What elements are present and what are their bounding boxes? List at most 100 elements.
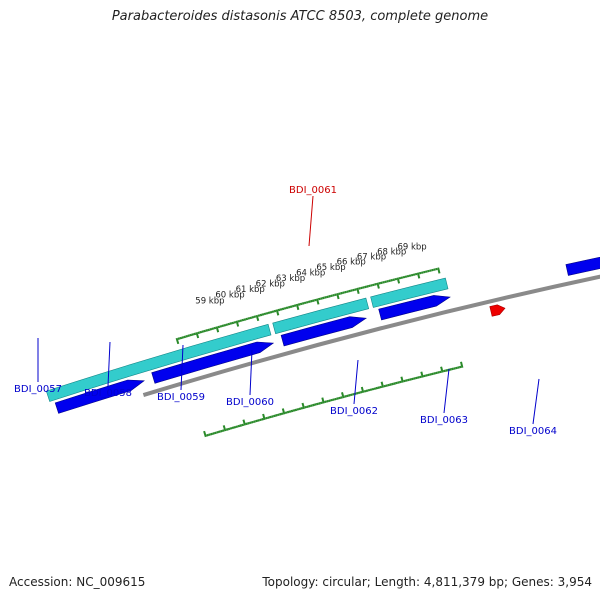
minor-tick bbox=[261, 313, 265, 316]
gene-label-bdi-0061[interactable]: BDI_0061 bbox=[289, 185, 337, 196]
minor-tick bbox=[351, 393, 355, 396]
minor-tick bbox=[417, 376, 420, 379]
major-tick bbox=[195, 332, 200, 339]
minor-tick bbox=[429, 269, 432, 272]
minor-tick bbox=[420, 271, 424, 274]
minor-tick bbox=[367, 388, 371, 392]
minor-tick bbox=[373, 387, 377, 390]
minor-tick bbox=[269, 415, 272, 419]
minor-tick bbox=[265, 416, 268, 420]
minor-tick bbox=[267, 416, 270, 419]
minor-tick bbox=[360, 286, 363, 290]
minor-tick bbox=[235, 425, 239, 428]
minor-tick bbox=[206, 433, 209, 437]
major-tick bbox=[416, 272, 421, 279]
minor-tick bbox=[374, 282, 377, 286]
minor-tick bbox=[413, 377, 416, 380]
minor-tick bbox=[201, 330, 205, 333]
minor-tick bbox=[259, 313, 263, 317]
minor-tick bbox=[217, 325, 221, 329]
minor-tick bbox=[379, 385, 383, 389]
gene-label-bdi-0062[interactable]: BDI_0062 bbox=[330, 406, 378, 417]
minor-tick bbox=[231, 426, 235, 430]
minor-tick bbox=[386, 279, 389, 283]
rna-gene-block[interactable] bbox=[272, 297, 370, 335]
gene-label-bdi-0064[interactable]: BDI_0064 bbox=[509, 426, 557, 437]
minor-tick bbox=[375, 386, 379, 390]
minor-tick bbox=[318, 402, 321, 405]
minor-tick bbox=[415, 376, 418, 380]
minor-tick bbox=[344, 290, 347, 294]
gene-label-bdi-0058[interactable]: BDI_0058 bbox=[84, 388, 132, 399]
minor-tick bbox=[455, 366, 458, 370]
minor-tick bbox=[412, 273, 416, 276]
highlighted-gene-arrow[interactable] bbox=[489, 304, 506, 317]
gene-label-bdi-0057[interactable]: BDI_0057 bbox=[14, 384, 62, 395]
minor-tick bbox=[219, 325, 223, 328]
minor-tick bbox=[423, 374, 426, 378]
minor-tick bbox=[214, 431, 217, 435]
rna-gene-block[interactable] bbox=[370, 277, 449, 308]
minor-tick bbox=[340, 396, 343, 399]
gene-leader-line bbox=[249, 349, 253, 396]
minor-tick bbox=[411, 377, 414, 381]
minor-tick bbox=[286, 410, 290, 414]
rna-gene-block[interactable] bbox=[45, 323, 272, 402]
minor-tick bbox=[239, 319, 243, 322]
minor-tick bbox=[371, 387, 375, 391]
minor-tick bbox=[243, 318, 247, 321]
major-tick bbox=[295, 303, 300, 311]
minor-tick bbox=[249, 421, 252, 424]
gene-arrow[interactable] bbox=[54, 379, 145, 414]
minor-tick bbox=[372, 283, 375, 287]
minor-tick bbox=[387, 383, 391, 387]
minor-tick bbox=[328, 399, 331, 403]
minor-tick bbox=[354, 288, 357, 291]
minor-tick bbox=[247, 421, 250, 425]
minor-tick bbox=[205, 328, 209, 332]
gene-label-bdi-0060[interactable]: BDI_0060 bbox=[226, 397, 274, 408]
minor-tick bbox=[431, 268, 434, 272]
minor-tick bbox=[227, 427, 231, 431]
gene-label-bdi-0059[interactable]: BDI_0059 bbox=[157, 392, 205, 403]
minor-tick bbox=[289, 305, 293, 309]
minor-tick bbox=[233, 425, 237, 429]
minor-tick bbox=[348, 289, 351, 293]
minor-tick bbox=[316, 402, 319, 406]
minor-tick bbox=[277, 308, 281, 312]
upper-tick-track bbox=[203, 361, 464, 438]
minor-tick bbox=[306, 405, 310, 408]
gene-label-bdi-0063[interactable]: BDI_0063 bbox=[420, 415, 468, 426]
minor-tick bbox=[362, 286, 365, 289]
minor-tick bbox=[399, 380, 402, 384]
minor-tick bbox=[404, 275, 408, 278]
major-tick bbox=[420, 371, 424, 378]
minor-tick bbox=[241, 423, 245, 427]
gene-arrow[interactable] bbox=[565, 244, 600, 276]
gene-leader-line bbox=[107, 341, 111, 387]
minor-tick bbox=[290, 409, 294, 413]
kbp-label: 63 kbp bbox=[276, 274, 305, 284]
minor-tick bbox=[336, 397, 339, 400]
minor-tick bbox=[324, 296, 327, 299]
minor-tick bbox=[294, 408, 298, 412]
kbp-label: 69 kbp bbox=[397, 242, 426, 252]
minor-tick bbox=[398, 276, 402, 280]
major-tick bbox=[222, 425, 227, 432]
major-tick bbox=[321, 397, 325, 404]
minor-tick bbox=[382, 280, 385, 284]
minor-tick bbox=[350, 289, 353, 292]
minor-tick bbox=[368, 284, 371, 288]
minor-tick bbox=[255, 419, 258, 423]
major-tick bbox=[380, 381, 385, 388]
gene-arrow[interactable] bbox=[378, 295, 451, 321]
minor-tick bbox=[395, 381, 398, 385]
minor-tick bbox=[209, 327, 213, 331]
minor-tick bbox=[383, 384, 387, 388]
minor-tick bbox=[365, 389, 369, 393]
minor-tick bbox=[324, 400, 327, 404]
minor-tick bbox=[237, 319, 241, 323]
gene-arrow[interactable] bbox=[280, 316, 367, 347]
